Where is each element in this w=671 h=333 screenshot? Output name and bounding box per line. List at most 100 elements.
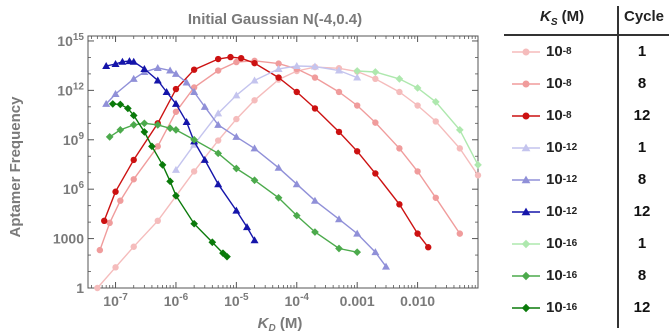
- data-point: [275, 74, 282, 81]
- data-point: [432, 194, 439, 201]
- x-tick-label: 10-4: [285, 292, 310, 309]
- data-point: [166, 124, 174, 133]
- data-point: [219, 249, 227, 258]
- data-point: [129, 111, 138, 120]
- data-point: [431, 98, 440, 106]
- series-line: [175, 65, 358, 171]
- data-point: [335, 128, 343, 136]
- series-line: [105, 67, 387, 268]
- data-point: [414, 230, 421, 237]
- data-point: [208, 238, 217, 247]
- data-point: [172, 126, 180, 134]
- x-tick-label: 10-7: [103, 292, 128, 309]
- legend-ks-value: 10-12: [546, 139, 578, 156]
- data-point: [111, 59, 120, 67]
- y-axis-label: Aptamer Frequency: [7, 96, 24, 238]
- data-point: [171, 99, 180, 107]
- data-point: [396, 145, 403, 152]
- legend-header-cycle: Cycle: [624, 8, 665, 25]
- legend-marker: [522, 48, 530, 56]
- data-point: [153, 121, 162, 129]
- data-point: [353, 148, 361, 155]
- y-tick-label: 106: [63, 180, 85, 197]
- data-point: [293, 88, 300, 96]
- series-line: [106, 60, 256, 241]
- series-layer: [94, 53, 482, 292]
- data-point: [292, 211, 301, 220]
- data-point: [140, 64, 149, 72]
- data-point: [172, 191, 180, 200]
- data-point: [456, 230, 464, 237]
- data-point: [190, 219, 198, 228]
- legend-item: 10-8 1: [498, 40, 671, 68]
- legend-cycle-value: 1: [637, 235, 647, 252]
- data-point: [382, 262, 391, 270]
- data-point: [425, 244, 432, 251]
- legend-cycle-value: 12: [633, 107, 651, 124]
- data-point: [182, 78, 191, 86]
- data-point: [112, 264, 119, 271]
- data-point: [432, 118, 439, 125]
- data-point: [158, 161, 167, 169]
- data-point: [353, 67, 362, 75]
- data-point: [96, 246, 104, 254]
- legend-symbol: [512, 80, 540, 88]
- legend-header-ks: KS (M): [540, 8, 585, 28]
- data-point: [353, 102, 361, 109]
- legend-item: 10-8 8: [498, 72, 671, 100]
- legend-marker: [522, 80, 530, 88]
- x-axis-label: KD (M): [258, 315, 303, 333]
- data-point: [227, 53, 234, 61]
- y-tick-label: 1000: [53, 231, 84, 247]
- legend-symbol: [512, 143, 540, 152]
- data-point: [372, 170, 379, 177]
- data-point: [124, 104, 132, 113]
- data-point: [274, 64, 283, 72]
- legend-marker: [521, 303, 531, 313]
- data-point: [372, 119, 379, 126]
- series-0: [94, 63, 482, 292]
- data-point: [311, 105, 319, 112]
- axes: 10-7 10-6 10-5 10-4 0.001 0.010 1 1000 106 109 101…: [53, 32, 479, 309]
- legend-symbol: [512, 48, 540, 56]
- data-point: [232, 132, 241, 140]
- legend-cycle-value: 12: [633, 203, 651, 220]
- legend-ks-value: 10-8: [546, 75, 572, 92]
- data-point: [130, 176, 137, 183]
- data-point: [396, 88, 403, 96]
- legend-ks-value: 10-8: [546, 43, 572, 60]
- data-point: [250, 236, 259, 244]
- legend-marker: [522, 112, 530, 120]
- legend-symbol: [512, 175, 540, 184]
- data-point: [101, 217, 108, 225]
- data-point: [106, 219, 113, 227]
- legend-item: 10-16 12: [498, 296, 671, 324]
- data-point: [118, 57, 127, 65]
- y-tick-label: 1012: [57, 81, 84, 98]
- data-point: [371, 248, 380, 256]
- data-point: [251, 97, 258, 104]
- legend-cycle-value: 8: [637, 171, 647, 188]
- x-tick-label: 10-6: [164, 292, 189, 309]
- data-point: [214, 149, 223, 158]
- legend-divider: [617, 6, 619, 328]
- data-point: [214, 67, 222, 74]
- data-point: [310, 196, 319, 204]
- data-point: [171, 69, 180, 77]
- data-point: [311, 228, 319, 236]
- data-point: [116, 100, 125, 109]
- data-point: [190, 135, 198, 144]
- data-point: [456, 145, 464, 152]
- data-point: [353, 73, 362, 81]
- data-point: [117, 197, 124, 204]
- data-point: [116, 126, 125, 134]
- data-point: [334, 215, 343, 223]
- data-point: [102, 62, 111, 70]
- data-point: [335, 88, 343, 96]
- chart: Initial Gaussian N(-4,0.4) Aptamer Frequ…: [7, 11, 482, 333]
- data-point: [275, 60, 282, 67]
- data-point: [292, 62, 301, 70]
- data-point: [274, 193, 283, 202]
- data-point: [129, 121, 138, 129]
- series-8: [108, 100, 231, 261]
